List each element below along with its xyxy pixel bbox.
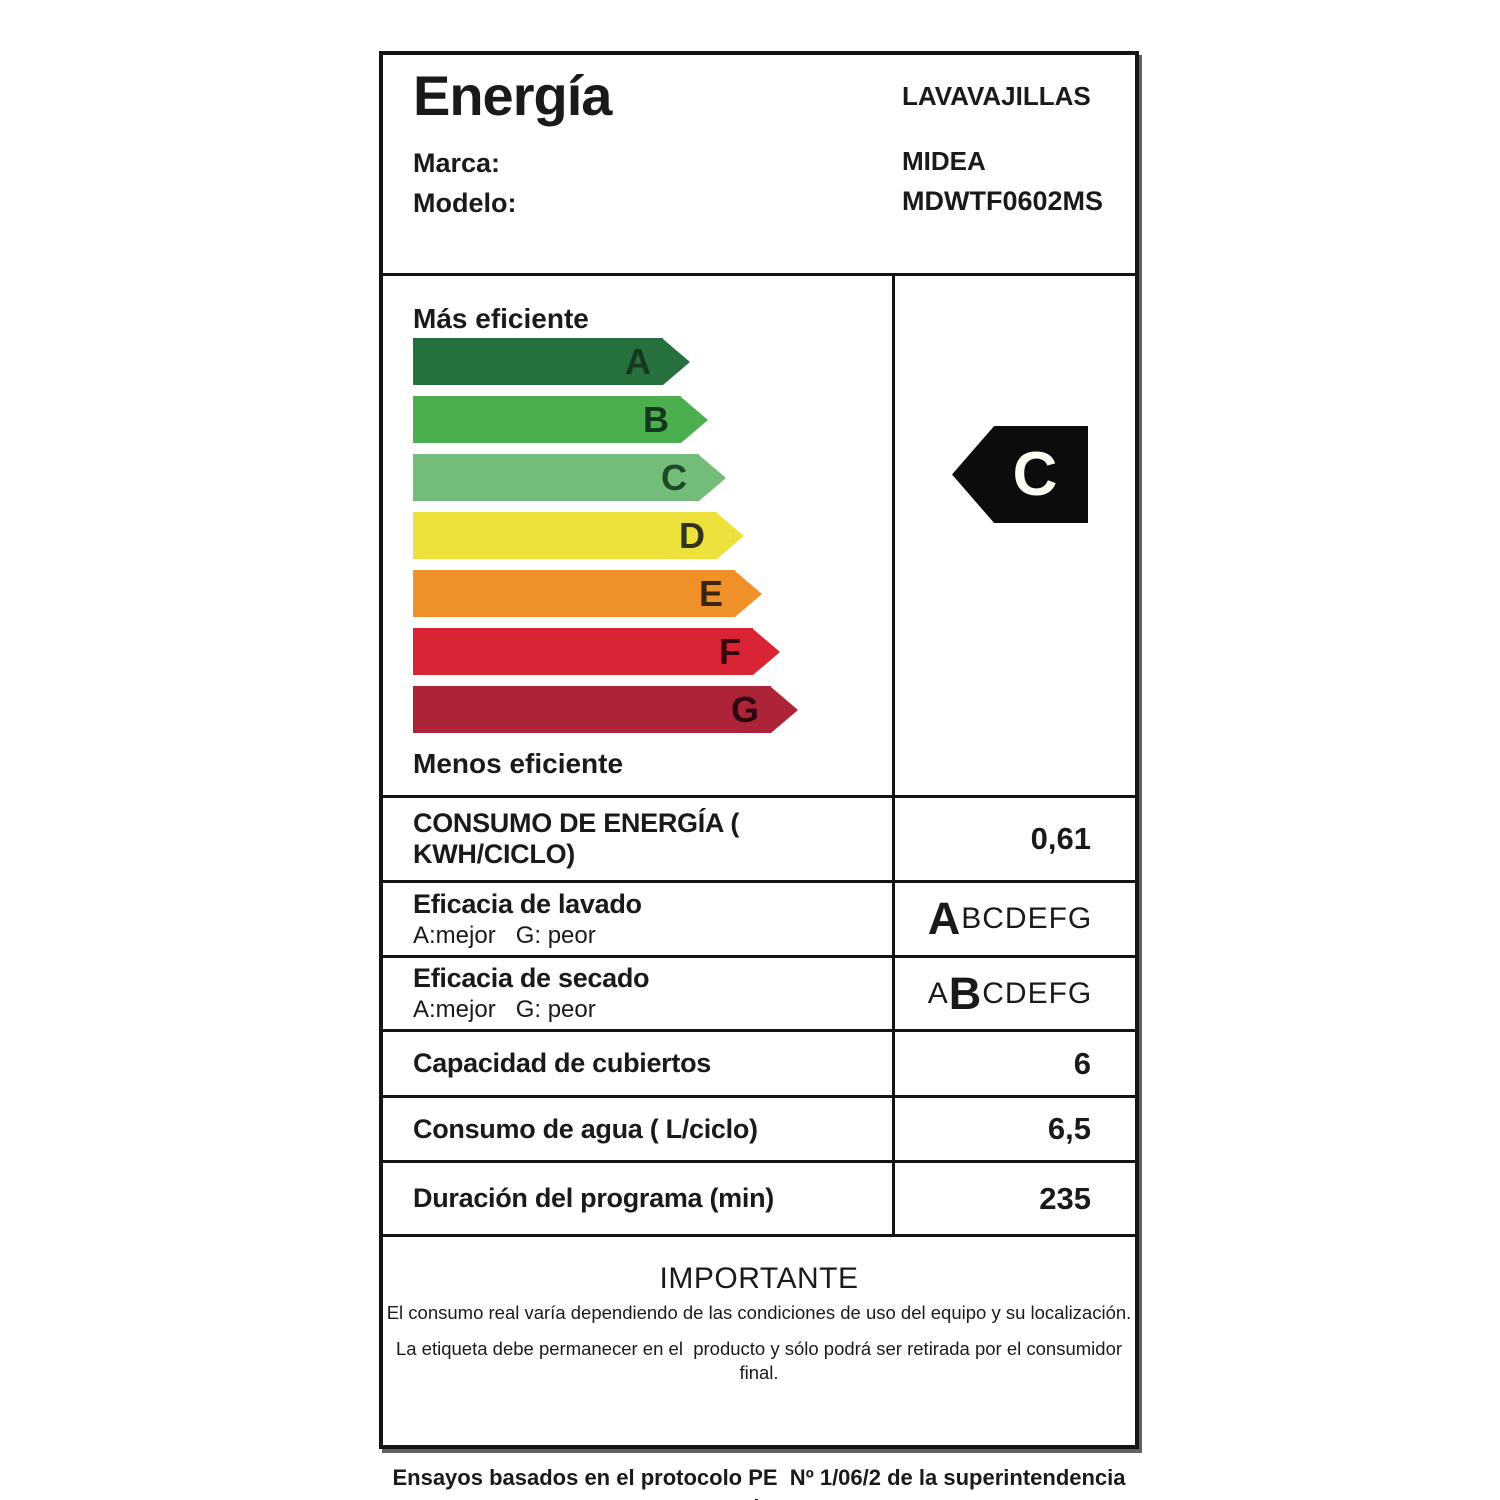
row-sublabel: A:mejor G: peor [413,996,596,1023]
efficiency-bar-row: E [413,570,892,617]
bar-arrow-tip-icon [699,454,726,501]
row-label-cell: Duración del programa (min) [383,1163,895,1234]
table-row-dry-efficiency: Eficacia de secado A:mejor G: peor A B CDE… [383,955,1135,1029]
row-label: Consumo de agua ( L/ciclo) [413,1113,758,1144]
row-label-cell: Eficacia de secado A:mejor G: peor [383,958,895,1029]
bar-arrow-tip-icon [717,512,744,559]
letters-post: CDEFG [982,976,1093,1010]
model-value: MDWTF0602MS [902,186,1104,216]
label-header: Energía Marca: Modelo: LAVAVAJILLAS MIDE… [383,55,1135,273]
efficiency-bar-row: G [413,686,892,733]
row-label: Duración del programa (min) [413,1183,774,1213]
efficiency-scale: Más eficiente A B C D E [383,276,895,795]
footer-note-1: El consumo real varía dependiendo de las… [386,1302,1132,1323]
row-label-cell: Eficacia de lavado A:mejor G: peor [383,883,895,955]
efficiency-bar-row: F [413,628,892,675]
model-label: Modelo: [413,188,517,218]
efficiency-bar-row: B [413,396,892,443]
table-row-water-consumption: Consumo de agua ( L/ciclo) 6,5 [383,1095,1135,1160]
row-label: Eficacia de secado [413,963,650,993]
row-sublabel: A:mejor G: peor [413,921,596,949]
important-heading: IMPORTANTE [659,1262,859,1295]
bar-arrow-tip-icon [663,338,690,385]
efficiency-bar-e: E [413,570,735,617]
brand-model-labels: Marca: Modelo: [413,143,516,223]
row-label-cell: CONSUMO DE ENERGÍA ( KWH/CICLO) [383,798,895,880]
table-row-place-settings: Capacidad de cubiertos 6 [383,1029,1135,1095]
letters-highlight: A [927,893,962,944]
letters-pre: A [927,976,949,1010]
efficiency-bar-f: F [413,628,753,675]
row-value: 0,61 [1030,821,1091,856]
bar-arrow-tip-icon [771,686,798,733]
efficiency-scale-section: Más eficiente A B C D E [383,273,1135,795]
protocol-statement: Ensayos basados en el protocolo PE Nº 1/… [383,1403,1135,1500]
row-value: 6 [1073,1045,1091,1081]
letters-highlight: B [948,967,983,1019]
row-label: Capacidad de cubiertos [413,1048,711,1078]
protocol-line-1: Ensayos basados en el protocolo PE Nº 1/… [392,1465,1126,1500]
bar-letter: F [719,630,741,672]
table-row-wash-efficiency: Eficacia de lavado A:mejor G: peor A BCDE… [383,880,1135,955]
page-title: Energía [413,64,612,127]
table-row-energy-consumption: CONSUMO DE ENERGÍA ( KWH/CICLO) 0,61 [383,795,1135,880]
rating-arrow-icon: C [952,426,1088,523]
footer-note-2: La etiqueta debe permanecer en el produc… [395,1338,1128,1383]
row-label: Eficacia de lavado [413,888,642,919]
appliance-category: LAVAVAJILLAS [902,81,1091,111]
row-value: 6,5 [1047,1111,1091,1146]
bar-letter: C [661,456,687,498]
brand-value: MIDEA [902,146,986,176]
letters-post: BCDEFG [961,902,1093,935]
bar-arrow-tip-icon [735,570,762,617]
bar-letter: G [730,688,759,730]
important-footer: IMPORTANTE El consumo real varía dependi… [383,1234,1135,1500]
efficiency-bar-g: G [413,686,771,733]
row-label-cell: Capacidad de cubiertos [383,1032,895,1095]
brand-label: Marca: [413,148,501,178]
bar-arrow-tip-icon [681,396,708,443]
bar-letter: B [643,398,669,440]
rating-letter: C [1012,439,1058,509]
efficiency-bar-c: C [413,454,699,501]
efficiency-bar-row: C [413,454,892,501]
row-label: CONSUMO DE ENERGÍA ( KWH/CICLO) [413,808,740,869]
rating-column: C [895,276,1135,795]
less-efficient-caption: Menos eficiente [413,748,624,779]
efficiency-bar-d: D [413,512,717,559]
efficiency-bar-row: A [413,338,892,385]
efficiency-bar-a: A [413,338,663,385]
bar-arrow-tip-icon [753,628,780,675]
more-efficient-caption: Más eficiente [413,303,589,334]
row-value: 235 [1039,1180,1091,1216]
bar-letter: D [679,514,705,556]
efficiency-bar-b: B [413,396,681,443]
bar-letter: E [698,572,723,614]
table-row-program-duration: Duración del programa (min) 235 [383,1160,1135,1234]
row-label-cell: Consumo de agua ( L/ciclo) [383,1098,895,1160]
bar-letter: A [625,340,651,382]
energy-label: Energía Marca: Modelo: LAVAVAJILLAS MIDE… [379,51,1139,1500]
efficiency-bar-row: D [413,512,892,559]
